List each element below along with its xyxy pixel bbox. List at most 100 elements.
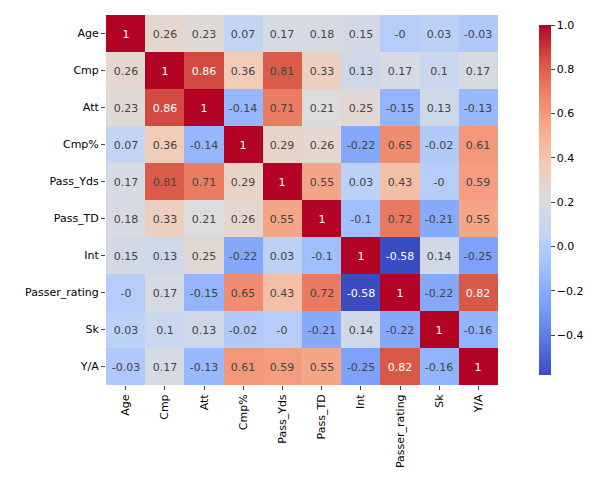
svg-text:-0.22: -0.22 bbox=[386, 324, 414, 337]
svg-text:0.0: 0.0 bbox=[557, 240, 575, 253]
svg-text:Y/A: Y/A bbox=[80, 360, 99, 373]
svg-text:0.81: 0.81 bbox=[153, 176, 178, 189]
svg-text:0.1: 0.1 bbox=[156, 324, 174, 337]
svg-text:0.82: 0.82 bbox=[388, 361, 413, 374]
svg-text:0.17: 0.17 bbox=[153, 361, 178, 374]
svg-text:0.13: 0.13 bbox=[153, 250, 178, 263]
svg-text:0.43: 0.43 bbox=[388, 176, 413, 189]
svg-text:Cmp: Cmp bbox=[158, 394, 171, 419]
svg-text:0.29: 0.29 bbox=[270, 139, 295, 152]
svg-text:0.17: 0.17 bbox=[466, 65, 491, 78]
svg-text:−0.2: −0.2 bbox=[557, 285, 584, 298]
svg-text:0.15: 0.15 bbox=[114, 250, 139, 263]
svg-text:0.36: 0.36 bbox=[153, 139, 178, 152]
svg-text:0.14: 0.14 bbox=[349, 324, 374, 337]
svg-text:Age: Age bbox=[78, 27, 100, 40]
svg-text:0.59: 0.59 bbox=[270, 361, 295, 374]
svg-text:Att: Att bbox=[83, 101, 100, 114]
svg-text:-0: -0 bbox=[434, 176, 445, 189]
svg-text:0.17: 0.17 bbox=[114, 176, 139, 189]
svg-text:0.33: 0.33 bbox=[153, 213, 178, 226]
svg-text:-0.16: -0.16 bbox=[464, 324, 492, 337]
svg-text:1: 1 bbox=[358, 250, 365, 263]
svg-text:0.03: 0.03 bbox=[349, 176, 374, 189]
svg-text:-0.22: -0.22 bbox=[347, 139, 375, 152]
svg-text:1: 1 bbox=[397, 287, 404, 300]
svg-text:0.17: 0.17 bbox=[270, 28, 295, 41]
svg-text:0.65: 0.65 bbox=[388, 139, 413, 152]
svg-text:0.13: 0.13 bbox=[349, 65, 374, 78]
svg-text:Pass_Yds: Pass_Yds bbox=[50, 175, 100, 188]
svg-text:0.71: 0.71 bbox=[192, 176, 217, 189]
svg-text:0.17: 0.17 bbox=[153, 287, 178, 300]
svg-text:0.03: 0.03 bbox=[427, 28, 452, 41]
svg-text:1: 1 bbox=[279, 176, 286, 189]
svg-text:0.6: 0.6 bbox=[557, 107, 575, 120]
svg-text:-0.13: -0.13 bbox=[464, 102, 492, 115]
svg-text:Passer_rating: Passer_rating bbox=[394, 394, 407, 468]
svg-text:-0.02: -0.02 bbox=[229, 324, 257, 337]
svg-text:0.55: 0.55 bbox=[310, 176, 335, 189]
svg-text:0.8: 0.8 bbox=[557, 63, 575, 76]
svg-text:Pass_TD: Pass_TD bbox=[54, 212, 99, 225]
svg-text:Y/A: Y/A bbox=[472, 394, 485, 413]
svg-text:-0: -0 bbox=[277, 324, 288, 337]
svg-text:0.26: 0.26 bbox=[153, 28, 178, 41]
svg-text:Age: Age bbox=[119, 394, 132, 416]
svg-text:-0.02: -0.02 bbox=[425, 139, 453, 152]
svg-text:-0.25: -0.25 bbox=[347, 361, 375, 374]
svg-text:0.86: 0.86 bbox=[153, 102, 178, 115]
svg-text:Cmp%: Cmp% bbox=[237, 394, 250, 430]
svg-text:-0.03: -0.03 bbox=[112, 361, 140, 374]
svg-text:-0.14: -0.14 bbox=[229, 102, 257, 115]
svg-text:0.03: 0.03 bbox=[270, 250, 295, 263]
svg-text:Att: Att bbox=[198, 394, 211, 411]
svg-text:0.72: 0.72 bbox=[388, 213, 413, 226]
svg-text:0.15: 0.15 bbox=[349, 28, 374, 41]
svg-text:0.43: 0.43 bbox=[270, 287, 295, 300]
svg-text:0.1: 0.1 bbox=[430, 65, 448, 78]
svg-text:-0: -0 bbox=[121, 287, 132, 300]
svg-text:-0.15: -0.15 bbox=[386, 102, 414, 115]
svg-text:0.07: 0.07 bbox=[231, 28, 256, 41]
svg-text:0.55: 0.55 bbox=[310, 361, 335, 374]
svg-text:−0.4: −0.4 bbox=[557, 329, 584, 342]
svg-text:0.2: 0.2 bbox=[557, 196, 575, 209]
svg-text:0.26: 0.26 bbox=[310, 139, 335, 152]
svg-text:0.21: 0.21 bbox=[310, 102, 335, 115]
svg-text:0.72: 0.72 bbox=[310, 287, 335, 300]
svg-text:0.86: 0.86 bbox=[192, 65, 217, 78]
svg-text:-0.21: -0.21 bbox=[308, 324, 336, 337]
svg-text:0.18: 0.18 bbox=[114, 213, 139, 226]
svg-text:Int: Int bbox=[354, 394, 367, 409]
svg-text:0.25: 0.25 bbox=[192, 250, 217, 263]
svg-text:1: 1 bbox=[201, 102, 208, 115]
svg-text:0.07: 0.07 bbox=[114, 139, 139, 152]
svg-text:1.0: 1.0 bbox=[557, 19, 575, 32]
svg-text:0.23: 0.23 bbox=[192, 28, 217, 41]
svg-text:Cmp: Cmp bbox=[73, 64, 98, 77]
svg-text:-0: -0 bbox=[395, 28, 406, 41]
svg-text:0.29: 0.29 bbox=[231, 176, 256, 189]
svg-text:Cmp%: Cmp% bbox=[63, 138, 99, 151]
svg-text:0.33: 0.33 bbox=[310, 65, 335, 78]
svg-text:-0.16: -0.16 bbox=[425, 361, 453, 374]
svg-text:Sk: Sk bbox=[433, 394, 446, 408]
svg-text:-0.22: -0.22 bbox=[425, 287, 453, 300]
svg-text:-0.03: -0.03 bbox=[464, 28, 492, 41]
svg-text:0.26: 0.26 bbox=[114, 65, 139, 78]
svg-text:-0.58: -0.58 bbox=[347, 287, 375, 300]
svg-text:1: 1 bbox=[436, 324, 443, 337]
svg-text:Passer_rating: Passer_rating bbox=[25, 286, 99, 299]
svg-text:-0.25: -0.25 bbox=[464, 250, 492, 263]
svg-text:0.17: 0.17 bbox=[388, 65, 413, 78]
svg-text:-0.1: -0.1 bbox=[350, 213, 371, 226]
svg-text:0.25: 0.25 bbox=[349, 102, 374, 115]
svg-text:Sk: Sk bbox=[85, 323, 99, 336]
svg-text:Pass_Yds: Pass_Yds bbox=[276, 394, 289, 444]
svg-text:0.4: 0.4 bbox=[557, 152, 575, 165]
svg-text:-0.22: -0.22 bbox=[229, 250, 257, 263]
svg-text:1: 1 bbox=[240, 139, 247, 152]
svg-text:0.13: 0.13 bbox=[427, 102, 452, 115]
svg-text:1: 1 bbox=[475, 361, 482, 374]
